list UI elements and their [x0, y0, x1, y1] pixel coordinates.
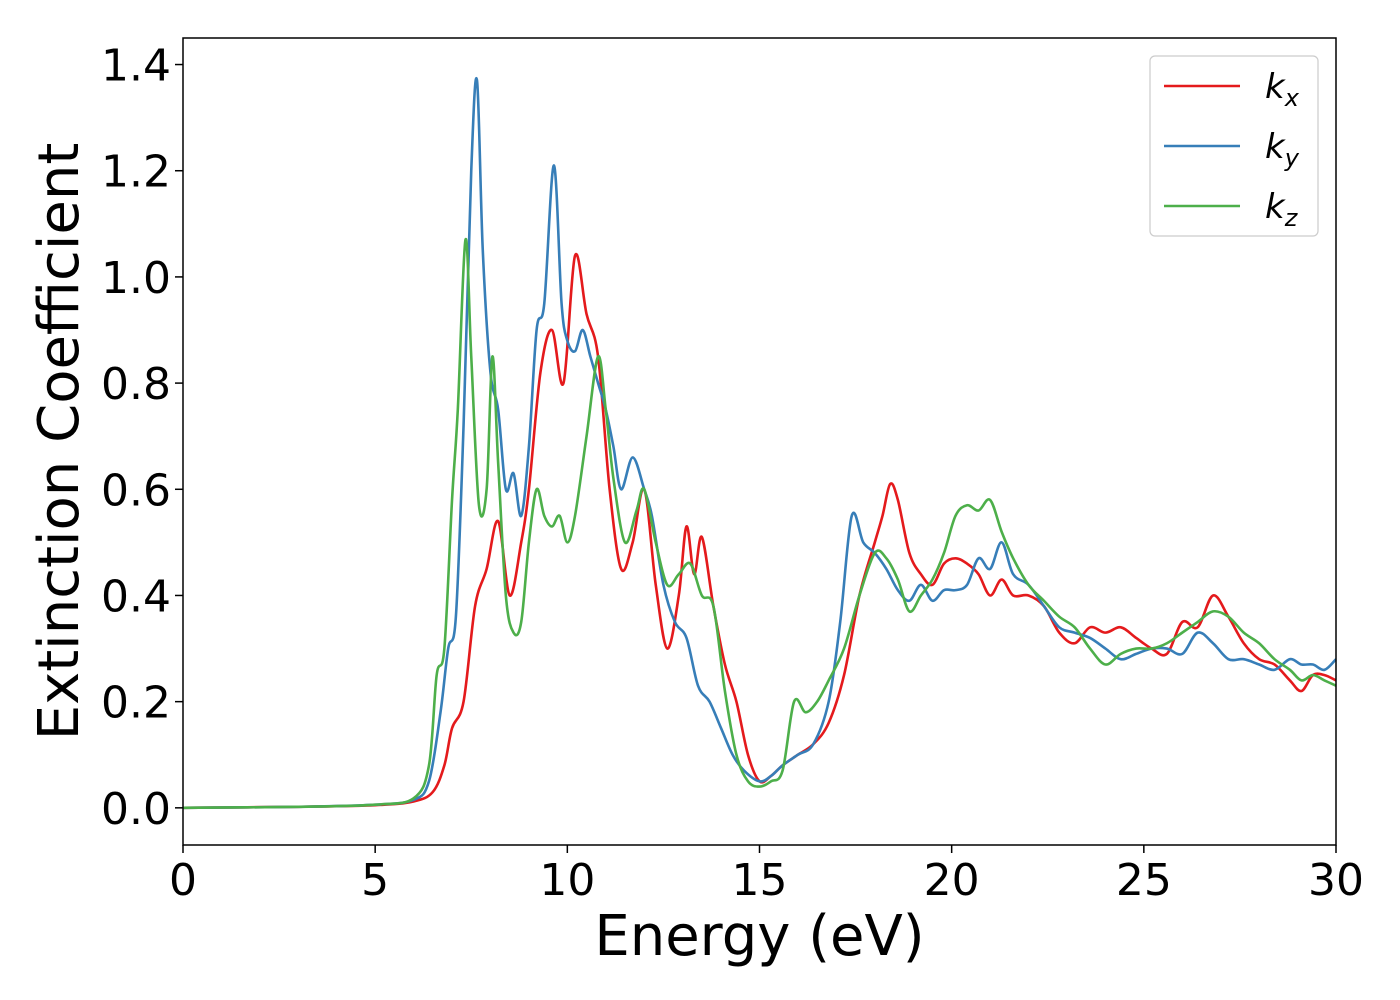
y-tick-label: 0.4 [101, 571, 171, 622]
y-tick-label: 0.2 [101, 678, 171, 729]
legend: kx ky kz [1149, 55, 1319, 237]
x-axis-label: Energy (eV) [594, 904, 924, 969]
y-axis-ticks: 0.0 0.2 0.4 0.6 0.8 1.0 1.2 1.4 [101, 41, 183, 835]
y-tick-label: 1.2 [101, 147, 171, 198]
legend-label-kz: kz [1265, 187, 1299, 232]
y-tick-label: 1.0 [101, 253, 171, 304]
legend-label-ky: ky [1265, 127, 1300, 172]
x-tick-label: 15 [732, 855, 788, 906]
y-tick-label: 1.4 [101, 41, 171, 92]
series-line-kx [182, 252, 1337, 810]
x-tick-label: 0 [169, 855, 197, 906]
y-axis-label: Extinction Coefficient [27, 143, 92, 741]
y-tick-label: 0.0 [101, 784, 171, 835]
x-tick-label: 30 [1308, 855, 1364, 906]
x-tick-label: 5 [361, 855, 389, 906]
legend-label-kx: kx [1265, 67, 1300, 112]
series-lines [182, 76, 1337, 810]
y-tick-label: 0.8 [101, 359, 171, 410]
x-tick-label: 25 [1116, 855, 1172, 906]
y-tick-label: 0.6 [101, 465, 171, 516]
x-tick-label: 20 [924, 855, 980, 906]
x-tick-label: 10 [539, 855, 595, 906]
x-axis-ticks: 0 5 10 15 20 25 30 [169, 845, 1364, 906]
series-line-kz [182, 238, 1337, 810]
